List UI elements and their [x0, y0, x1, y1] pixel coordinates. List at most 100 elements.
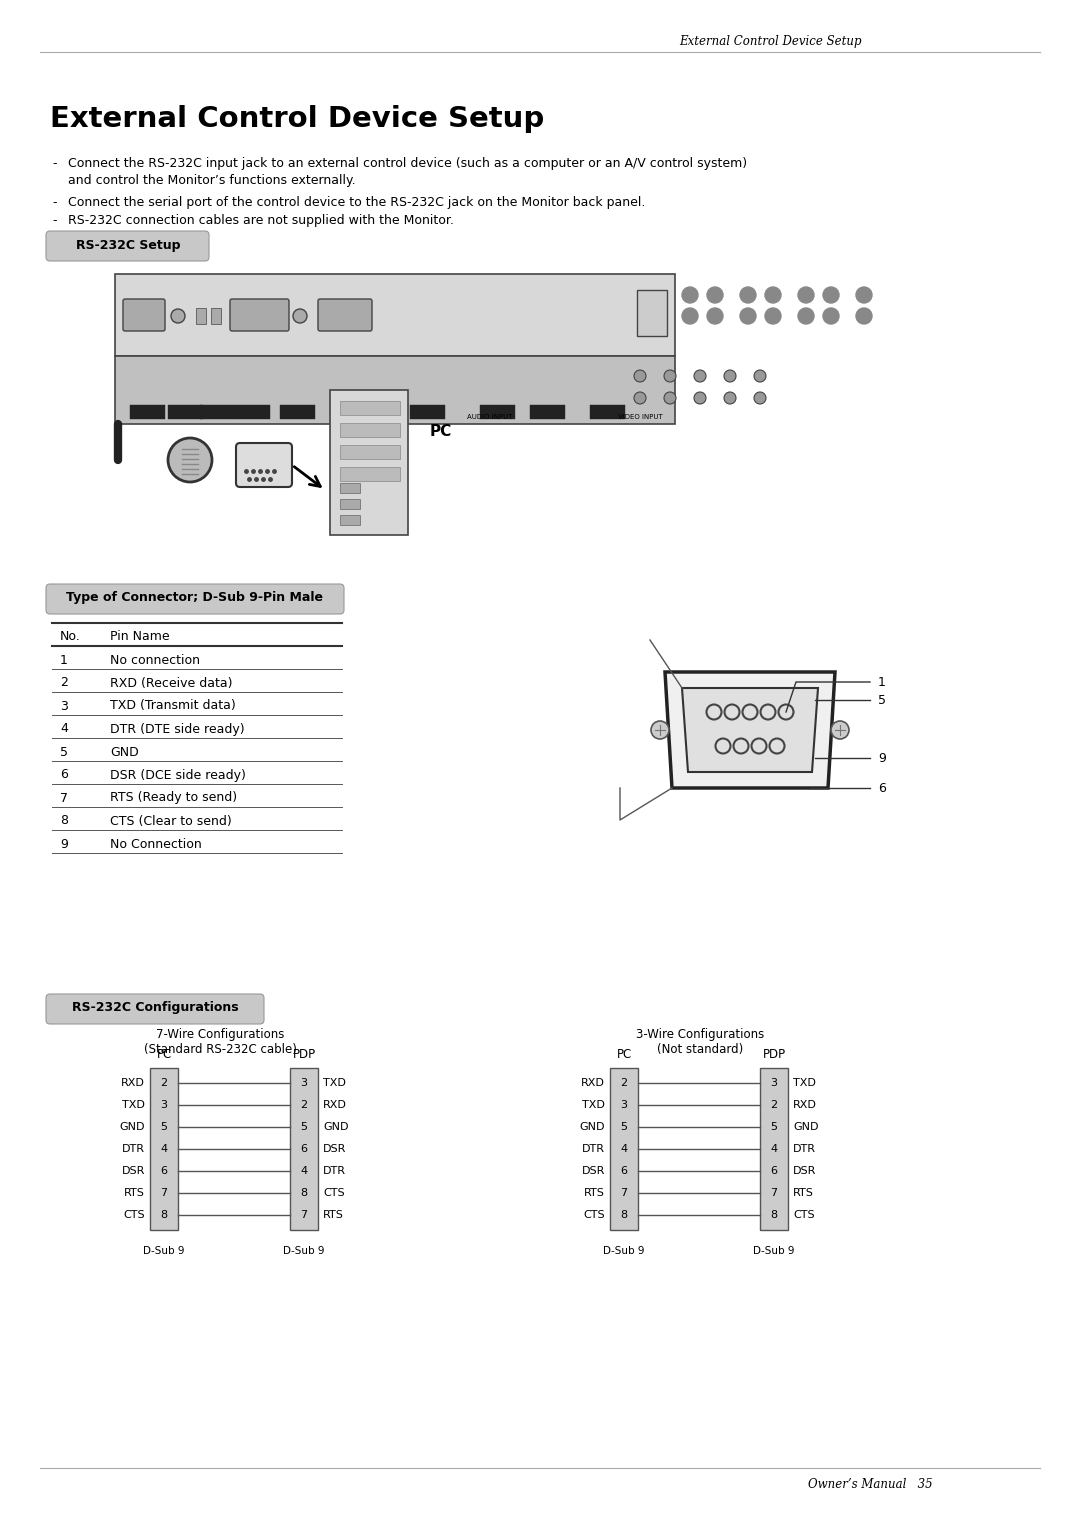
Circle shape	[171, 309, 185, 322]
Bar	[150, 1068, 178, 1230]
Text: CTS: CTS	[123, 1210, 145, 1219]
Bar	[637, 290, 667, 336]
Text: PC: PC	[430, 425, 453, 440]
Text: 5: 5	[300, 1122, 308, 1132]
Circle shape	[707, 287, 723, 303]
Bar	[168, 405, 203, 419]
Polygon shape	[665, 672, 835, 788]
Text: 4: 4	[60, 723, 68, 735]
Text: GND: GND	[580, 1122, 605, 1132]
Text: 6: 6	[300, 1144, 308, 1154]
Text: TXD (Transmit data): TXD (Transmit data)	[110, 700, 235, 712]
Text: 3: 3	[770, 1077, 778, 1088]
Text: 2: 2	[620, 1077, 627, 1088]
Bar	[235, 405, 270, 419]
Text: PC: PC	[617, 1048, 632, 1060]
Circle shape	[707, 309, 723, 324]
Text: DSR: DSR	[122, 1166, 145, 1177]
Text: RS-232C Setup: RS-232C Setup	[76, 238, 180, 252]
Text: D-Sub 9: D-Sub 9	[144, 1245, 185, 1256]
Circle shape	[681, 287, 698, 303]
Text: 5: 5	[161, 1122, 167, 1132]
Text: D-Sub 9: D-Sub 9	[283, 1245, 325, 1256]
Text: -: -	[52, 214, 56, 228]
Text: GND: GND	[793, 1122, 819, 1132]
Text: D-Sub 9: D-Sub 9	[604, 1245, 645, 1256]
FancyBboxPatch shape	[237, 443, 292, 487]
Bar	[195, 309, 206, 324]
Text: DSR: DSR	[582, 1166, 605, 1177]
Text: GND: GND	[323, 1122, 349, 1132]
Text: PDP: PDP	[762, 1048, 785, 1060]
Text: DSR: DSR	[793, 1166, 816, 1177]
Text: RTS (Ready to send): RTS (Ready to send)	[110, 792, 238, 805]
Bar	[340, 400, 400, 416]
Bar	[340, 468, 400, 481]
Circle shape	[694, 370, 706, 382]
Text: DTR: DTR	[323, 1166, 346, 1177]
Text: RS-232C Configurations: RS-232C Configurations	[71, 1001, 239, 1015]
Text: 3: 3	[300, 1077, 308, 1088]
Circle shape	[664, 393, 676, 403]
Circle shape	[694, 393, 706, 403]
FancyBboxPatch shape	[46, 231, 210, 261]
Polygon shape	[681, 688, 818, 772]
Text: RXD: RXD	[121, 1077, 145, 1088]
Text: D-Sub 9: D-Sub 9	[753, 1245, 795, 1256]
Bar	[340, 483, 360, 494]
Text: 6: 6	[161, 1166, 167, 1177]
Circle shape	[634, 370, 646, 382]
Text: RTS: RTS	[793, 1187, 814, 1198]
Circle shape	[293, 309, 307, 322]
Bar	[340, 445, 400, 458]
Circle shape	[765, 309, 781, 324]
Text: External Control Device Setup: External Control Device Setup	[50, 105, 544, 133]
Text: TXD: TXD	[323, 1077, 346, 1088]
Text: 8: 8	[620, 1210, 627, 1219]
Circle shape	[831, 721, 849, 740]
Text: 1: 1	[60, 654, 68, 666]
Text: Connect the serial port of the control device to the RS-232C jack on the Monitor: Connect the serial port of the control d…	[68, 196, 646, 209]
Circle shape	[681, 309, 698, 324]
FancyBboxPatch shape	[46, 584, 345, 614]
Text: 7: 7	[300, 1210, 308, 1219]
Text: 8: 8	[161, 1210, 167, 1219]
Circle shape	[740, 287, 756, 303]
Text: 5: 5	[60, 746, 68, 758]
Text: 6: 6	[60, 769, 68, 781]
Text: 6: 6	[878, 781, 886, 795]
Bar	[340, 423, 400, 437]
Text: DTR (DTE side ready): DTR (DTE side ready)	[110, 723, 245, 735]
Text: RTS: RTS	[584, 1187, 605, 1198]
Text: GND: GND	[120, 1122, 145, 1132]
Bar	[340, 405, 375, 419]
Text: TXD: TXD	[582, 1100, 605, 1109]
Text: RTS: RTS	[124, 1187, 145, 1198]
Text: VIDEO INPUT: VIDEO INPUT	[618, 414, 662, 420]
Text: TXD: TXD	[793, 1077, 815, 1088]
Text: Type of Connector; D-Sub 9-Pin Male: Type of Connector; D-Sub 9-Pin Male	[67, 591, 324, 605]
Text: 7: 7	[770, 1187, 778, 1198]
Text: AUDIO INPUT: AUDIO INPUT	[468, 414, 513, 420]
Text: No.: No.	[60, 631, 81, 643]
Text: 7: 7	[161, 1187, 167, 1198]
Text: (Standard RS-232C cable): (Standard RS-232C cable)	[144, 1044, 296, 1056]
Text: No Connection: No Connection	[110, 837, 202, 851]
Text: External Control Device Setup: External Control Device Setup	[678, 35, 861, 49]
Text: RS-232C connection cables are not supplied with the Monitor.: RS-232C connection cables are not suppli…	[68, 214, 454, 228]
Circle shape	[754, 370, 766, 382]
Circle shape	[754, 393, 766, 403]
Text: DTR: DTR	[122, 1144, 145, 1154]
Circle shape	[823, 287, 839, 303]
Bar	[340, 500, 360, 509]
Text: Pin Name: Pin Name	[110, 631, 170, 643]
Text: 4: 4	[770, 1144, 778, 1154]
Text: 1: 1	[878, 675, 886, 689]
Bar	[760, 1068, 788, 1230]
Text: 3: 3	[161, 1100, 167, 1109]
Bar	[330, 390, 408, 535]
Text: CTS: CTS	[583, 1210, 605, 1219]
Bar	[114, 356, 675, 423]
Text: DTR: DTR	[793, 1144, 816, 1154]
Bar	[530, 405, 565, 419]
